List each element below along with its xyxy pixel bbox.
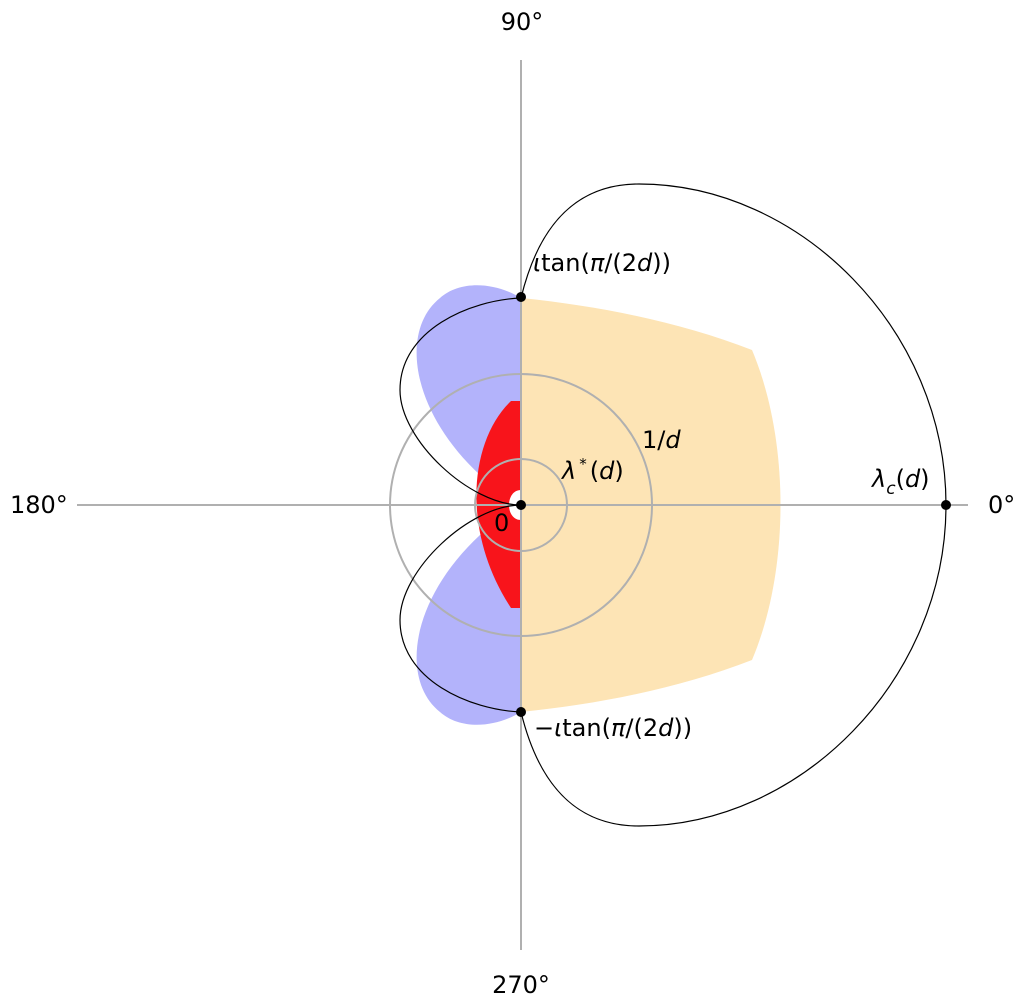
label-top-point: ιtan(π/(2d)) xyxy=(533,249,671,277)
circle-one-over-d xyxy=(389,373,653,637)
label-lambda-star: λ * (d) xyxy=(560,455,624,485)
point-bottom xyxy=(516,707,526,717)
point-lambda-c xyxy=(941,500,951,510)
angle-label-180: 180° xyxy=(10,491,68,519)
label-lambda-c: λc(d) xyxy=(870,465,930,499)
label-one-over-d: 1/d xyxy=(642,426,681,454)
angle-label-270: 270° xyxy=(492,971,550,995)
blue-region-lower xyxy=(416,535,521,725)
circle-lambda-star xyxy=(474,458,568,552)
label-bottom-point: −ιtan(π/(2d)) xyxy=(534,714,692,742)
angle-label-0: 0° xyxy=(988,491,1015,519)
angle-label-90: 90° xyxy=(501,8,544,36)
label-origin: 0 xyxy=(494,509,509,537)
point-top xyxy=(516,292,526,302)
point-origin xyxy=(516,500,526,510)
